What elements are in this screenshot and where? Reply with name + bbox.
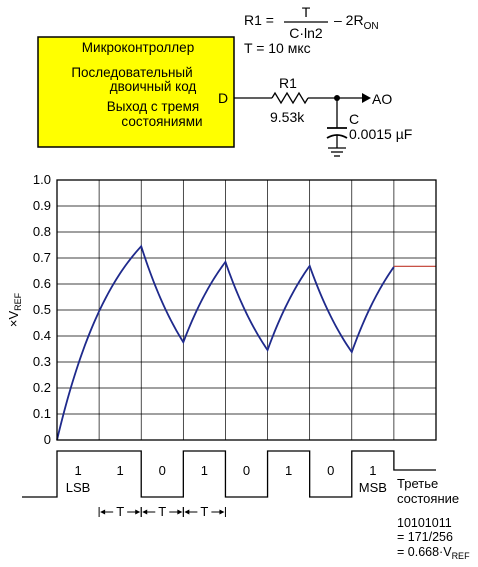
- mcu-line-three-state: Выход с тремя: [107, 99, 199, 114]
- r1-value: 9.53k: [270, 109, 305, 125]
- y-tick-label: 0.3: [33, 354, 51, 369]
- r1-name: R1: [279, 75, 297, 91]
- capacitor-name: C: [349, 111, 359, 127]
- msb-label: MSB: [359, 480, 387, 495]
- result-fraction: = 171/256: [397, 530, 453, 544]
- result-value: = 0.668·VREF: [397, 545, 470, 561]
- bit-value-1: 1: [117, 463, 124, 478]
- rc-voltage-curve: [56, 244, 395, 441]
- y-tick-labels: 0 0.1 0.2 0.3 0.4 0.5 0.6 0.7 0.8 0.9 1.0: [33, 172, 51, 447]
- chart-grid: [57, 180, 436, 440]
- bit-waveform: [22, 450, 436, 498]
- bit-value-0: 1: [74, 463, 81, 478]
- arrow-head: [184, 509, 190, 515]
- formula-rhs: – 2RON: [334, 12, 379, 32]
- formula-numerator: T: [302, 4, 311, 20]
- capacitor-value: 0.0015 µF: [349, 126, 412, 142]
- output-label-ao: AO: [372, 91, 392, 107]
- mcu-line-binary-code: двоичный код: [110, 79, 197, 94]
- arrow-head: [177, 509, 183, 515]
- chart: 0 0.1 0.2 0.3 0.4 0.5 0.6 0.7 0.8 0.9 1.0 ×VREF: [6, 172, 437, 447]
- formula: R1 = T C·ln2 – 2RON T = 10 мкс: [244, 4, 379, 56]
- bit-value-2: 0: [159, 463, 166, 478]
- resistor-r1: [271, 91, 309, 105]
- formula-lhs: R1 =: [244, 12, 274, 28]
- y-tick-label: 0.7: [33, 250, 51, 265]
- bit-value-6: 0: [327, 463, 334, 478]
- y-axis-label: ×VREF: [6, 292, 23, 327]
- y-tick-label: 0: [44, 432, 51, 447]
- result-block: 10101011 = 171/256 = 0.668·VREF: [397, 516, 470, 561]
- mcu-line-serial: Последовательный: [71, 65, 192, 80]
- rc-circuit: R1 9.53k AO C 0.0015 µF: [234, 75, 412, 157]
- chart-frame: [56, 179, 437, 441]
- y-tick-label: 0.1: [33, 406, 51, 421]
- output-arrow: [362, 93, 371, 103]
- formula-denominator: C·ln2: [289, 25, 323, 41]
- period-value: T = 10 мкс: [244, 40, 311, 56]
- microcontroller-block: Микроконтроллер Последовательный двоичны…: [37, 36, 235, 148]
- bit-timing-diagram: 1 1 0 1 0 1 0 1 LSB MSB T T T Третье состояние: [22, 450, 459, 519]
- bit-labels: 1 1 0 1 0 1 0 1: [74, 463, 376, 478]
- microcontroller-box: [37, 36, 235, 148]
- y-tick-label: 0.6: [33, 276, 51, 291]
- period-label: T: [200, 504, 208, 519]
- y-tick-label: 0.2: [33, 380, 51, 395]
- bit-value-7: 1: [369, 463, 376, 478]
- mcu-line-states: состояниями: [121, 114, 202, 129]
- pin-label-d: D: [218, 90, 228, 106]
- period-label: T: [158, 504, 166, 519]
- bit-value-5: 1: [285, 463, 292, 478]
- mcu-title: Микроконтроллер: [82, 40, 194, 55]
- y-tick-label: 0.5: [33, 302, 51, 317]
- third-state-line2: состояние: [397, 491, 459, 506]
- arrow-head: [135, 509, 141, 515]
- arrow-head: [100, 509, 106, 515]
- y-tick-label: 1.0: [33, 172, 51, 187]
- period-label: T: [116, 504, 124, 519]
- third-state-line1: Третье: [397, 476, 438, 491]
- y-tick-label: 0.9: [33, 198, 51, 213]
- ground-icon: [328, 147, 346, 157]
- y-tick-label: 0.8: [33, 224, 51, 239]
- bit-value-3: 1: [201, 463, 208, 478]
- arrow-head: [142, 509, 148, 515]
- result-binary: 10101011: [397, 516, 452, 530]
- y-tick-label: 0.4: [33, 328, 51, 343]
- arrow-head: [219, 509, 225, 515]
- lsb-label: LSB: [66, 480, 91, 495]
- bit-value-4: 0: [243, 463, 250, 478]
